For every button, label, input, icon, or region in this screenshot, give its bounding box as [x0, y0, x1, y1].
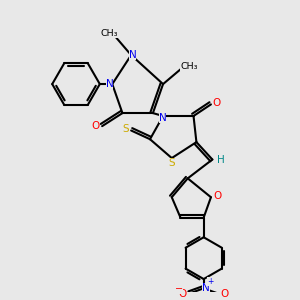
Text: S: S — [123, 124, 129, 134]
Text: CH₃: CH₃ — [100, 29, 118, 38]
Text: S: S — [168, 158, 175, 168]
Text: O: O — [92, 121, 100, 131]
Text: N: N — [159, 113, 167, 123]
Text: O: O — [213, 98, 221, 108]
Text: N: N — [202, 283, 210, 293]
Text: N: N — [129, 50, 136, 60]
Text: N: N — [106, 79, 113, 89]
Text: O: O — [213, 191, 221, 201]
Text: CH₃: CH₃ — [180, 62, 198, 71]
Text: O: O — [220, 289, 229, 299]
Text: O: O — [179, 289, 187, 299]
Text: −: − — [175, 284, 183, 294]
Text: H: H — [217, 154, 224, 164]
Text: +: + — [207, 278, 213, 286]
